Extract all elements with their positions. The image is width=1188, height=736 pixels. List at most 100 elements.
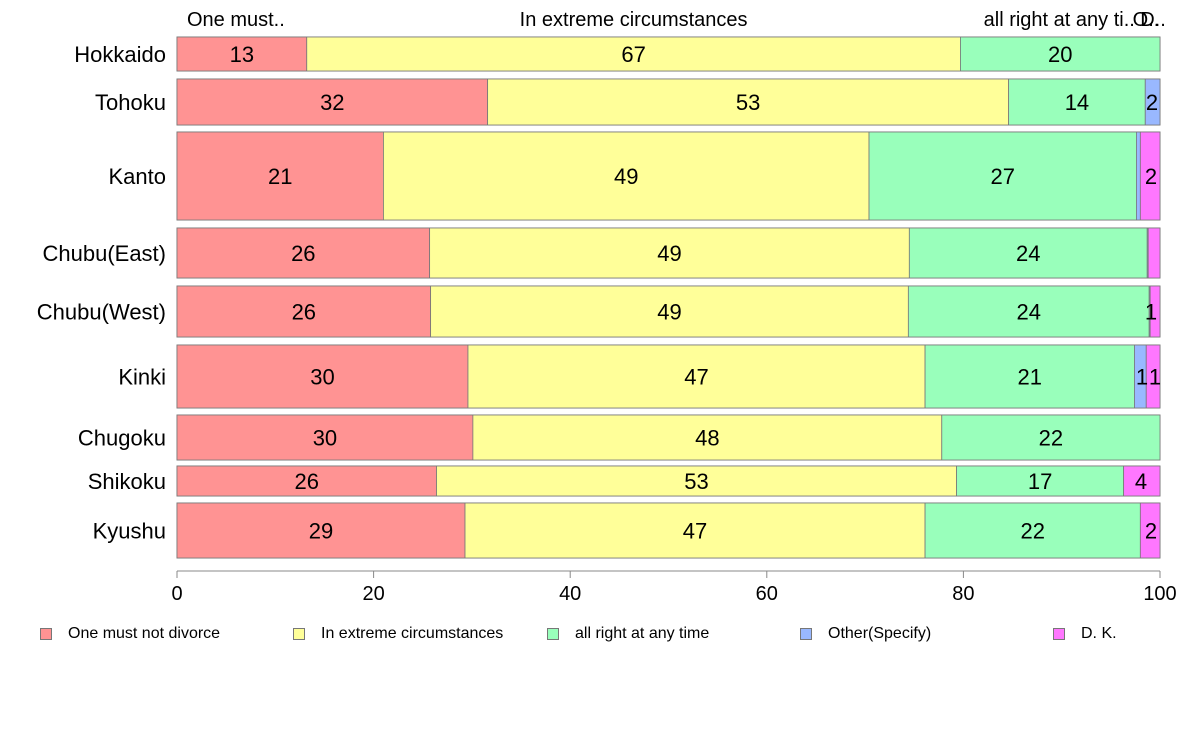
data-label: 48 (695, 426, 719, 451)
x-tick-label: 100 (1143, 583, 1176, 605)
legend-item: In extreme circumstances (293, 624, 503, 644)
legend-label: all right at any time (575, 625, 710, 642)
series-header-label: O.. (1133, 9, 1160, 31)
data-label: 49 (657, 300, 681, 325)
bar-segment (956, 465, 1125, 497)
bar-segment (924, 344, 1135, 409)
data-label: 1 (1149, 365, 1161, 390)
data-label: 47 (683, 519, 707, 544)
bar-segment (429, 227, 910, 279)
legend-swatch (547, 628, 559, 640)
stacked-bar-chart: One must.. In extreme circumstances all ri… (37, 9, 1177, 605)
data-label: 4 (1135, 469, 1147, 494)
bar-segment (907, 285, 1150, 338)
x-tick-label: 0 (171, 583, 182, 605)
bar-segment (908, 227, 1148, 279)
data-label: 17 (1028, 469, 1052, 494)
category-label: Tohoku (95, 90, 166, 115)
legend-label: Other(Specify) (828, 625, 932, 642)
series-header-label: In extreme circumstances (520, 9, 748, 31)
legend-label: In extreme circumstances (321, 625, 504, 642)
bar-segment (176, 414, 474, 461)
bar-segment (1008, 78, 1146, 126)
bar-segment (1139, 502, 1161, 559)
bar-segment (430, 285, 909, 338)
data-label: 30 (313, 426, 337, 451)
data-label: 26 (291, 241, 315, 266)
data-label: 49 (657, 241, 681, 266)
data-label: 22 (1020, 519, 1044, 544)
data-label: 13 (230, 42, 254, 67)
category-label: Kyushu (93, 519, 166, 544)
bar-segment (487, 78, 1010, 126)
data-label: 21 (1018, 365, 1042, 390)
bar-segment (1136, 131, 1141, 221)
series-header-label: all right at any ti.. (984, 9, 1135, 31)
legend-item: Other(Specify) (800, 624, 931, 644)
legend-swatch (40, 628, 52, 640)
bar-segment (306, 36, 961, 72)
series-header-label: One must.. (187, 9, 285, 31)
data-label: 53 (736, 90, 760, 115)
legend-item: One must not divorce (40, 624, 220, 644)
bar-segment (941, 414, 1161, 461)
category-label: Shikoku (88, 469, 166, 494)
data-label: 27 (990, 164, 1014, 189)
data-label: 2 (1145, 519, 1157, 544)
x-tick-label: 20 (362, 583, 384, 605)
bar-segment (1147, 227, 1161, 279)
category-label: Chubu(East) (42, 241, 166, 266)
data-label: 67 (621, 42, 645, 67)
legend-item: all right at any time (547, 624, 709, 644)
category-label: Kinki (118, 365, 166, 390)
bar-segment (1123, 465, 1161, 497)
series-header-label: D.. (1140, 9, 1166, 31)
bar-segment (176, 36, 308, 72)
bar-segment (924, 502, 1141, 559)
bar-segment (464, 502, 926, 559)
legend-item: D. K. (1053, 624, 1117, 644)
legend-swatch (1053, 628, 1065, 640)
bar-segment (176, 131, 384, 221)
data-label: 24 (1017, 300, 1041, 325)
data-label: 49 (614, 164, 638, 189)
bar-segment (1139, 131, 1161, 221)
data-label: 29 (309, 519, 333, 544)
bar-segment (467, 344, 926, 409)
category-label: Hokkaido (74, 42, 166, 67)
legend-label: D. K. (1081, 625, 1117, 642)
bar-segment (176, 502, 466, 559)
data-label: 47 (684, 365, 708, 390)
category-label: Kanto (109, 164, 167, 189)
data-label: 21 (268, 164, 292, 189)
legend: One must not divorce In extreme circumsta… (0, 624, 1188, 646)
x-tick-label: 80 (952, 583, 974, 605)
data-label: 22 (1039, 426, 1063, 451)
data-label: 1 (1145, 300, 1157, 325)
bar-segment (176, 344, 469, 409)
category-label: Chubu(West) (37, 300, 166, 325)
bar-segment (176, 227, 431, 279)
legend-swatch (800, 628, 812, 640)
data-label: 53 (684, 469, 708, 494)
legend-label: One must not divorce (68, 625, 221, 642)
bar-segment (1149, 285, 1161, 338)
data-label: 24 (1016, 241, 1040, 266)
bar-segment (472, 414, 943, 461)
bar-segment (176, 285, 432, 338)
bar-segment (1145, 344, 1161, 409)
x-tick-label: 60 (756, 583, 778, 605)
data-label: 1 (1136, 365, 1148, 390)
bar-segment (960, 36, 1161, 72)
data-label: 30 (310, 365, 334, 390)
data-label: 2 (1145, 164, 1157, 189)
bar-segment (176, 78, 489, 126)
x-tick-label: 40 (559, 583, 581, 605)
data-label: 26 (295, 469, 319, 494)
data-label: 2 (1146, 90, 1158, 115)
legend-swatch (293, 628, 305, 640)
data-label: 32 (320, 90, 344, 115)
data-label: 20 (1048, 42, 1072, 67)
bar-segment (383, 131, 870, 221)
category-label: Chugoku (78, 426, 166, 451)
